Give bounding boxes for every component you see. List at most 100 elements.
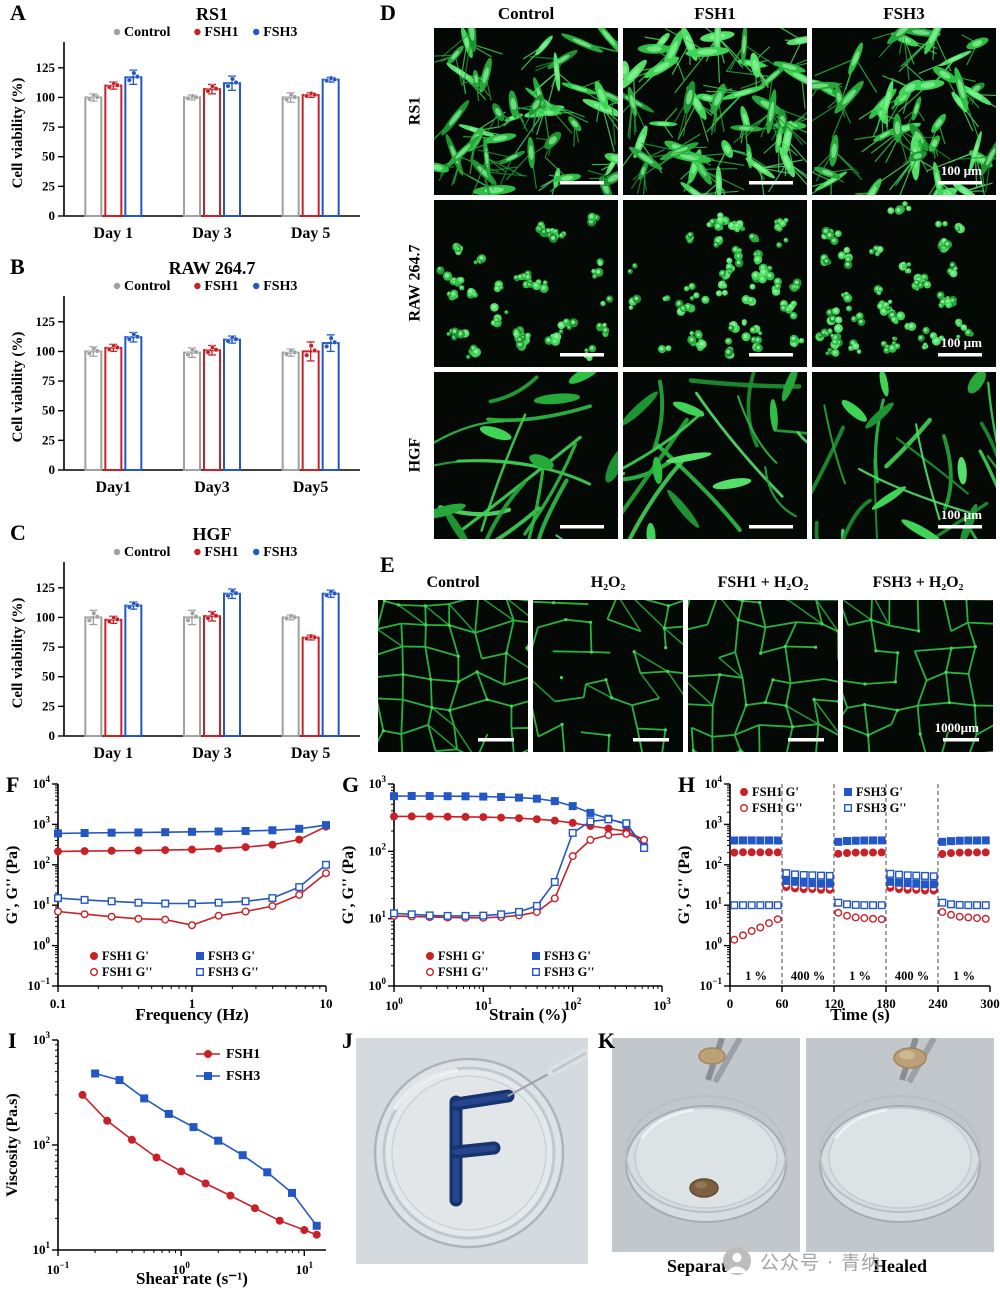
svg-text:101: 101 xyxy=(369,909,387,926)
svg-text:FSH1: FSH1 xyxy=(204,25,238,40)
svg-text:104: 104 xyxy=(705,774,723,791)
svg-text:101: 101 xyxy=(296,1260,314,1277)
watermark-person-icon xyxy=(723,1247,751,1275)
svg-text:FSH1 G': FSH1 G' xyxy=(102,949,149,963)
svg-text:25: 25 xyxy=(42,178,56,193)
watermark: 公众号 · 青纳 xyxy=(722,1246,881,1276)
svg-text:Day 3: Day 3 xyxy=(192,225,232,242)
panel-d-row-rs1: RS1 xyxy=(406,96,424,126)
svg-text:60: 60 xyxy=(776,996,789,1011)
panel-k-label-healed: Healed xyxy=(873,1256,927,1276)
panel-d-row-raw264: RAW 264.7 xyxy=(406,244,424,322)
svg-text:400 %: 400 % xyxy=(895,969,929,983)
fluorescence-image-hgf-control xyxy=(434,372,618,539)
bar-chart-hgf-viability: HGF Control FSH1 FSH3 0 25 50 75 100 125 Cell viab… xyxy=(10,524,360,762)
svg-text:125: 125 xyxy=(36,580,56,595)
svg-text:Day3: Day3 xyxy=(194,479,230,496)
svg-text:103: 103 xyxy=(705,815,723,832)
panel-e-letter: E xyxy=(380,552,395,577)
svg-text:FSH3 G': FSH3 G' xyxy=(856,785,903,799)
svg-text:100: 100 xyxy=(36,609,56,624)
svg-text:Time (s): Time (s) xyxy=(830,1005,890,1024)
svg-text:102: 102 xyxy=(705,855,723,872)
panel-d-letter: D xyxy=(380,0,396,25)
svg-text:103: 103 xyxy=(369,774,387,791)
svg-text:0: 0 xyxy=(727,996,734,1011)
svg-text:Day 5: Day 5 xyxy=(291,225,331,242)
svg-text:Day1: Day1 xyxy=(96,479,132,496)
photo-gel-separated xyxy=(612,1038,800,1252)
panel-e-label-control: Control xyxy=(426,574,480,591)
fluorescence-image-hgf-fsh1 xyxy=(623,372,807,539)
svg-text:Strain (%): Strain (%) xyxy=(489,1005,567,1024)
svg-text:10−1: 10−1 xyxy=(699,976,722,993)
line-chart-step-strain: 10−1 100 101 102 103 104 0 60 120 180 240 300 Time (… xyxy=(676,774,1000,1024)
svg-text:RS1: RS1 xyxy=(196,4,228,24)
bar-chart-rs1-viability: RS1 Control FSH1 FSH3 0 25 50 75 100 125 Cell viab… xyxy=(10,4,360,242)
panel-f-letter: F xyxy=(6,772,20,797)
svg-text:102: 102 xyxy=(564,996,582,1013)
fluorescence-image-raw264-fsh3: 100 µm xyxy=(812,200,996,367)
svg-text:100 µm: 100 µm xyxy=(941,335,982,350)
svg-text:101: 101 xyxy=(705,895,723,912)
fluorescence-image-rs1-fsh3: 100 µm xyxy=(812,28,996,195)
svg-text:125: 125 xyxy=(36,60,56,75)
line-chart-frequency-sweep: 10−1 100 101 102 103 104 0.1 1 10 Frequency (Hz) G… xyxy=(4,774,333,1024)
svg-text:Control: Control xyxy=(124,25,171,40)
panel-b-letter: B xyxy=(10,254,25,279)
svg-text:102: 102 xyxy=(33,855,51,872)
svg-text:0: 0 xyxy=(49,208,56,223)
svg-text:100 µm: 100 µm xyxy=(941,163,982,178)
svg-text:FSH3: FSH3 xyxy=(263,545,297,560)
svg-text:G', G'' (Pa): G', G'' (Pa) xyxy=(4,846,21,925)
svg-text:104: 104 xyxy=(33,774,51,791)
fluorescence-image-hgf-fsh3: 100 µm xyxy=(812,372,996,539)
svg-text:100: 100 xyxy=(172,1260,190,1277)
panel-e-label-fsh3-h2o2: FSH3 + H₂O₂ xyxy=(872,574,964,591)
svg-text:25: 25 xyxy=(42,432,56,447)
svg-text:G', G'' (Pa): G', G'' (Pa) xyxy=(676,846,693,925)
svg-text:FSH3 G'': FSH3 G'' xyxy=(544,965,594,979)
fluorescence-image-tube-fsh3-h2o2: 1000µm xyxy=(843,600,993,752)
panel-d-col-control: Control xyxy=(497,4,555,23)
svg-text:100: 100 xyxy=(36,343,56,358)
svg-text:FSH1 G': FSH1 G' xyxy=(752,785,799,799)
svg-text:FSH3: FSH3 xyxy=(263,279,297,294)
svg-text:FSH3 G': FSH3 G' xyxy=(544,949,591,963)
svg-text:102: 102 xyxy=(369,841,387,858)
svg-text:1 %: 1 % xyxy=(849,969,871,983)
svg-text:Day5: Day5 xyxy=(293,479,329,496)
svg-text:120: 120 xyxy=(824,996,844,1011)
svg-text:FSH1 G'': FSH1 G'' xyxy=(752,801,802,815)
svg-text:50: 50 xyxy=(42,149,55,164)
svg-text:100: 100 xyxy=(705,936,723,953)
fluorescence-image-raw264-fsh1 xyxy=(623,200,807,367)
svg-text:FSH1 G'': FSH1 G'' xyxy=(438,965,488,979)
svg-text:125: 125 xyxy=(36,314,56,329)
svg-text:1: 1 xyxy=(189,996,196,1011)
panel-h-letter: H xyxy=(678,772,696,797)
svg-text:HGF: HGF xyxy=(193,524,232,544)
svg-text:75: 75 xyxy=(42,639,56,654)
svg-text:0: 0 xyxy=(49,462,56,477)
panel-k-letter: K xyxy=(598,1028,616,1053)
svg-text:400 %: 400 % xyxy=(791,969,825,983)
panel-j-letter: J xyxy=(342,1028,353,1053)
svg-text:300: 300 xyxy=(980,996,1000,1011)
svg-text:Day 3: Day 3 xyxy=(192,745,232,762)
svg-text:FSH3: FSH3 xyxy=(263,25,297,40)
svg-text:102: 102 xyxy=(33,1135,51,1152)
svg-text:Day 1: Day 1 xyxy=(94,225,134,242)
svg-text:100: 100 xyxy=(33,936,51,953)
line-chart-strain-sweep: 100 101 102 103 100 101 102 103 Strain (%) G', G'… xyxy=(340,774,671,1024)
svg-text:103: 103 xyxy=(33,1030,51,1047)
panel-i-letter: I xyxy=(8,1028,17,1053)
photo-gel-healed xyxy=(806,1038,994,1252)
svg-text:50: 50 xyxy=(42,403,55,418)
svg-text:103: 103 xyxy=(33,815,51,832)
svg-text:0: 0 xyxy=(49,728,56,743)
line-chart-viscosity: 101 102 103 10−1 100 101 Shear rate (s⁻¹) Visco… xyxy=(4,1030,326,1288)
panel-a-letter: A xyxy=(10,0,26,25)
